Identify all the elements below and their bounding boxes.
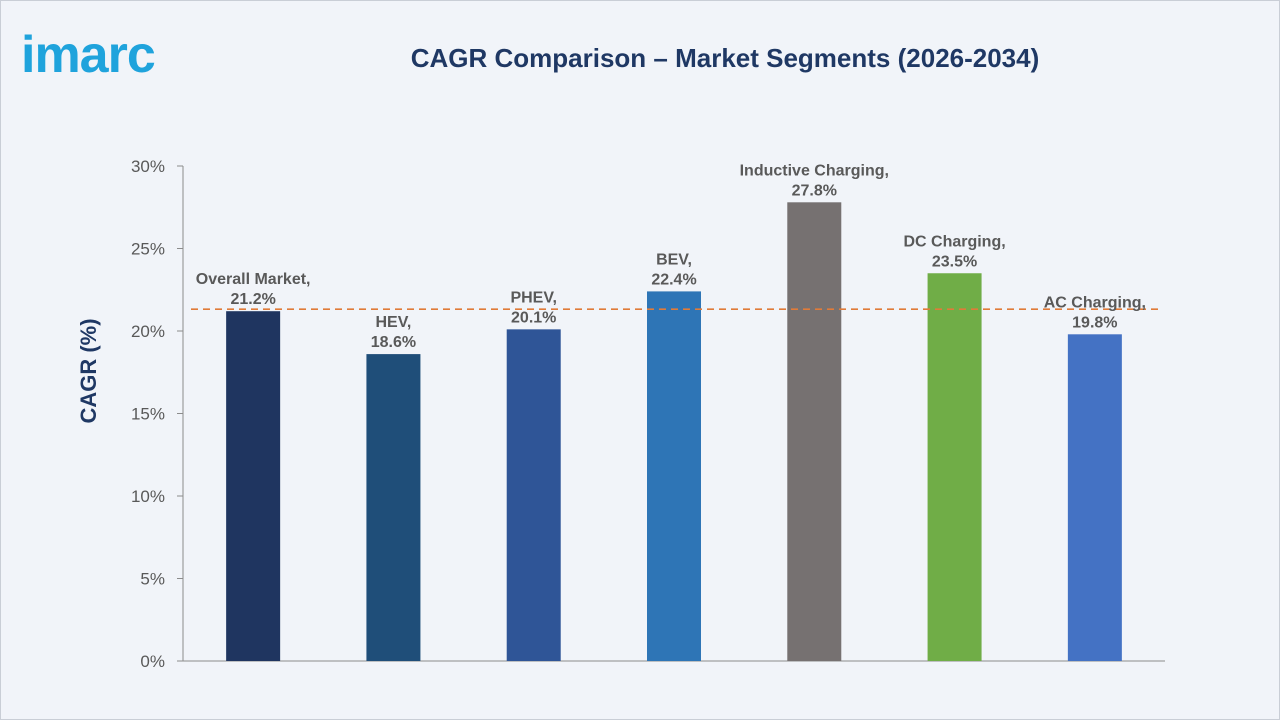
data-label-name: DC Charging, xyxy=(903,233,1005,250)
bar-bev xyxy=(647,291,701,661)
chart-title: CAGR Comparison – Market Segments (2026-… xyxy=(410,43,1040,73)
y-tick-label: 15% xyxy=(131,405,165,424)
y-tick-label: 30% xyxy=(131,157,165,176)
data-label-value: 18.6% xyxy=(371,334,416,351)
data-label-name: PHEV, xyxy=(510,289,557,306)
bar-ac-charging xyxy=(1067,334,1122,661)
data-label-value: 22.4% xyxy=(651,271,696,288)
y-tick-label: 5% xyxy=(140,570,165,589)
y-tick-label: 0% xyxy=(140,652,165,671)
data-label-name: BEV, xyxy=(656,251,692,268)
y-tick-label: 10% xyxy=(131,487,165,506)
bar-dc-charging xyxy=(927,273,982,661)
data-label-value: 20.1% xyxy=(511,309,556,326)
data-label-value: 23.5% xyxy=(932,253,977,270)
bar-overall-market xyxy=(226,311,281,661)
data-label-name: AC Charging, xyxy=(1044,294,1146,311)
data-label-name: HEV, xyxy=(375,314,411,331)
data-label-value: 19.8% xyxy=(1072,314,1117,331)
bar-phev xyxy=(506,329,561,661)
imarc-logo: imarc xyxy=(21,26,156,84)
data-label-value: 27.8% xyxy=(792,182,837,199)
bar-hev xyxy=(366,354,421,661)
data-label-name: Inductive Charging, xyxy=(740,162,889,179)
data-label-name: Overall Market, xyxy=(196,271,311,288)
data-label-value: 21.2% xyxy=(230,291,275,308)
y-tick-label: 20% xyxy=(131,322,165,341)
bar-inductive-charging xyxy=(787,202,842,662)
y-tick-label: 25% xyxy=(131,240,165,259)
